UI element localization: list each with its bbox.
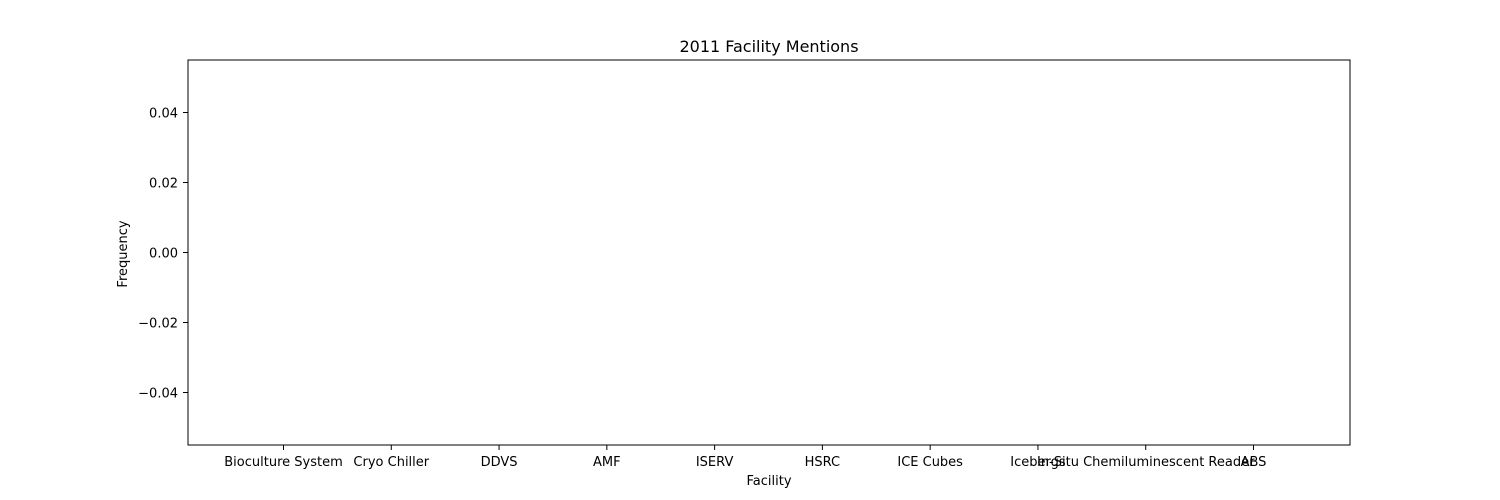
y-axis: −0.04 −0.02 0.00 0.02 0.04 bbox=[138, 107, 188, 402]
x-tick-label: Cryo Chiller bbox=[353, 455, 429, 470]
chart-title: 2011 Facility Mentions bbox=[679, 37, 858, 56]
x-tick-label: HSRC bbox=[805, 455, 841, 470]
x-tick-label: ICE Cubes bbox=[897, 455, 963, 470]
y-tick-label: −0.04 bbox=[138, 387, 178, 402]
y-tick-label: −0.02 bbox=[138, 317, 178, 332]
plot-area bbox=[187, 59, 1351, 446]
y-tick-label: 0.04 bbox=[149, 107, 178, 122]
x-tick-label: ISERV bbox=[696, 455, 734, 470]
x-tick-label: In-Situ Chemiluminescent Reader bbox=[1037, 455, 1255, 470]
x-tick-label: AMF bbox=[593, 455, 621, 470]
x-tick-label: ABS bbox=[1241, 455, 1267, 470]
x-tick-label: Icebergs bbox=[1010, 455, 1066, 470]
y-axis-label: Frequency bbox=[116, 220, 131, 287]
y-tick-label: 0.00 bbox=[149, 247, 178, 262]
x-tick-label: Bioculture System bbox=[224, 455, 343, 470]
y-tick-label: 0.02 bbox=[149, 177, 178, 192]
x-tick-label: DDVS bbox=[481, 455, 518, 470]
x-axis-label: Facility bbox=[746, 474, 791, 489]
x-axis: Bioculture System Cryo Chiller DDVS AMF ISER… bbox=[224, 445, 1266, 470]
